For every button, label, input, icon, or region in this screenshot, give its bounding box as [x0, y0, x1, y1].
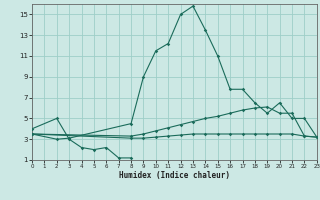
X-axis label: Humidex (Indice chaleur): Humidex (Indice chaleur) [119, 171, 230, 180]
